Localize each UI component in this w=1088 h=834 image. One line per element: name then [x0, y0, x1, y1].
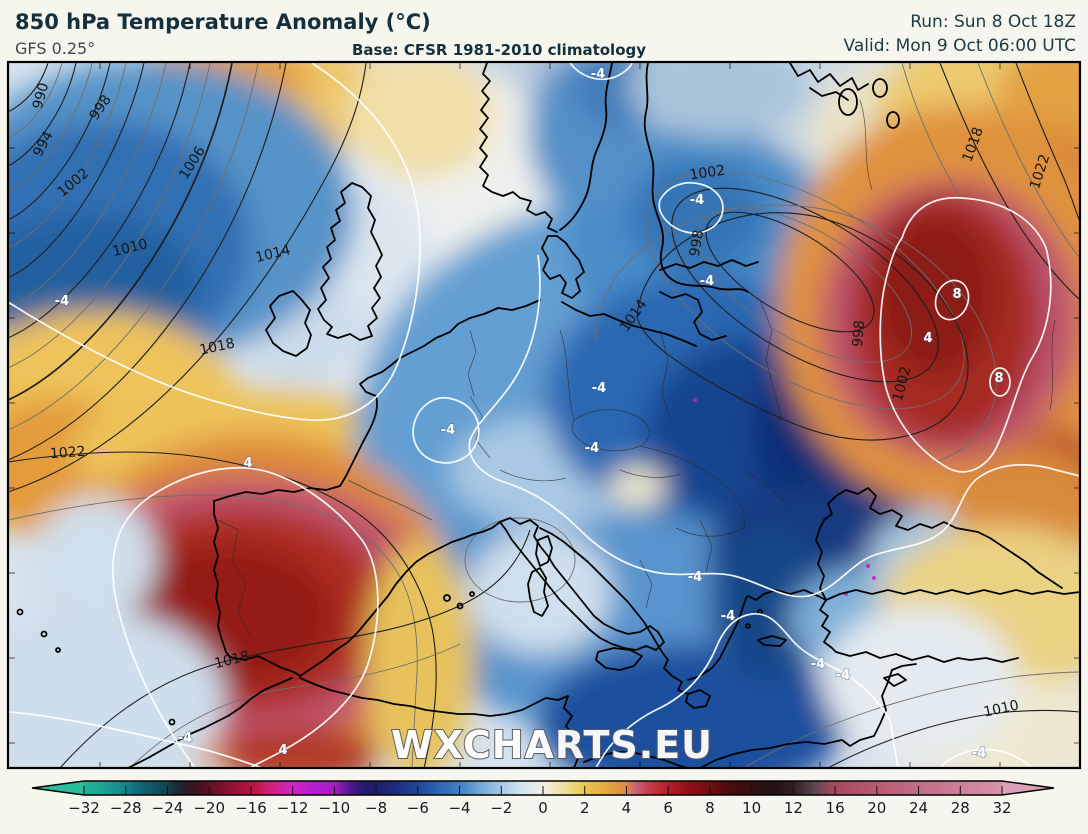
anomaly-contour-label: 8: [952, 287, 961, 302]
anomaly-field: [9, 63, 1080, 768]
isobar-label: 1010: [982, 698, 1020, 721]
anomaly-contour-label: -4: [591, 67, 605, 82]
anomaly-contour-label: -4: [690, 193, 704, 208]
colorbar-tick-label: 0: [538, 799, 548, 817]
colorbar-labels: −32 −28 −24 −20 −16 −12 −10 −8 −6 −4 −2 0 2 4 6 8 10 12 16…: [68, 799, 1011, 817]
anomaly-contour-label: 4: [923, 331, 932, 346]
chart-header: 850 hPa Temperature Anomaly (°C) GFS 0.2…: [0, 0, 1088, 62]
colorbar-tick-label: 6: [663, 799, 673, 817]
anomaly-contour-label: -4: [721, 609, 735, 624]
colorbar-tick-label: 10: [742, 799, 761, 817]
colorbar-left-arrow: [32, 781, 84, 795]
colorbar-tick-label: −10: [319, 799, 351, 817]
colorbar-tick-label: 24: [909, 799, 928, 817]
anomaly-contours: [9, 63, 1080, 768]
country-borders: [217, 99, 1056, 637]
colorbar-tick-label: −20: [193, 799, 225, 817]
colorbar-tick-label: −28: [110, 799, 142, 817]
anomaly-contour-label: -4: [585, 441, 599, 456]
watermark: WXCHARTS.EU: [391, 723, 713, 767]
isobar-label: 990: [30, 81, 52, 111]
anomaly-contour-label: -4: [178, 731, 192, 746]
colorbar-tick-label: −32: [68, 799, 100, 817]
colorbar-tick-label: 28: [951, 799, 970, 817]
colorbar-right-arrow: [1002, 781, 1054, 795]
isobars: [9, 63, 1080, 768]
anomaly-contour-label: -4: [592, 381, 606, 396]
isobar-label: 1018: [198, 336, 236, 359]
colorbar-tick-label: −2: [490, 799, 512, 817]
colorbar-tick-label: 32: [992, 799, 1011, 817]
colorbar-tick-label: 2: [580, 799, 590, 817]
valid-label: Valid: Mon 9 Oct 06:00 UTC: [843, 36, 1076, 56]
colorbar-tick-label: −24: [152, 799, 184, 817]
colorbar-tick-label: −8: [365, 799, 387, 817]
anomaly-contour-label: -4: [55, 294, 69, 309]
isobar-label: 1022: [49, 444, 86, 462]
colorbar-tick-label: −6: [407, 799, 429, 817]
anomaly-contour-label: 4: [278, 743, 287, 758]
anomaly-label-layer: -4 -4 -4 -4 -4 -4 -4 -4 -4 -4 -4 -4 -4 4 4 4 8 8: [54, 66, 1005, 762]
isobar-label: 998: [687, 229, 707, 258]
isobar-label: 1002: [689, 163, 727, 184]
map-frame: [6, 60, 1082, 770]
anomaly-contour-label: -4: [700, 274, 714, 289]
colorbar-tick-label: −16: [235, 799, 267, 817]
anomaly-contour-label: -4: [836, 668, 850, 683]
colorbar-tick-label: −12: [277, 799, 309, 817]
colorbar-tick-label: 4: [622, 799, 632, 817]
colorbar-tick-label: −4: [448, 799, 470, 817]
colorbar-tick-label: 12: [784, 799, 803, 817]
colorbar-tick-label: 8: [705, 799, 715, 817]
anomaly-contour-label: -4: [441, 423, 455, 438]
anomaly-contour-label: -4: [811, 657, 825, 672]
colorbar-tick-label: 20: [867, 799, 886, 817]
model-label: GFS 0.25°: [15, 39, 96, 58]
run-label: Run: Sun 8 Oct 18Z: [910, 12, 1076, 32]
coastlines: [16, 63, 1080, 768]
anomaly-contour-label: 8: [994, 371, 1003, 386]
colorbar: −32 −28 −24 −20 −16 −12 −10 −8 −6 −4 −2 0 2 4 6 8 10 12 16…: [31, 780, 1055, 817]
anomaly-contour-label: 4: [243, 456, 252, 471]
page-title: 850 hPa Temperature Anomaly (°C): [15, 10, 431, 34]
anomaly-contour-label: -4: [972, 746, 986, 761]
base-climatology-label: Base: CFSR 1981-2010 climatology: [352, 41, 647, 59]
colorbar-ticks: [83, 786, 1003, 795]
colorbar-tick-label: 16: [826, 799, 845, 817]
isobar-label: 998: [850, 320, 868, 348]
anomaly-contour-label: -4: [688, 570, 702, 585]
